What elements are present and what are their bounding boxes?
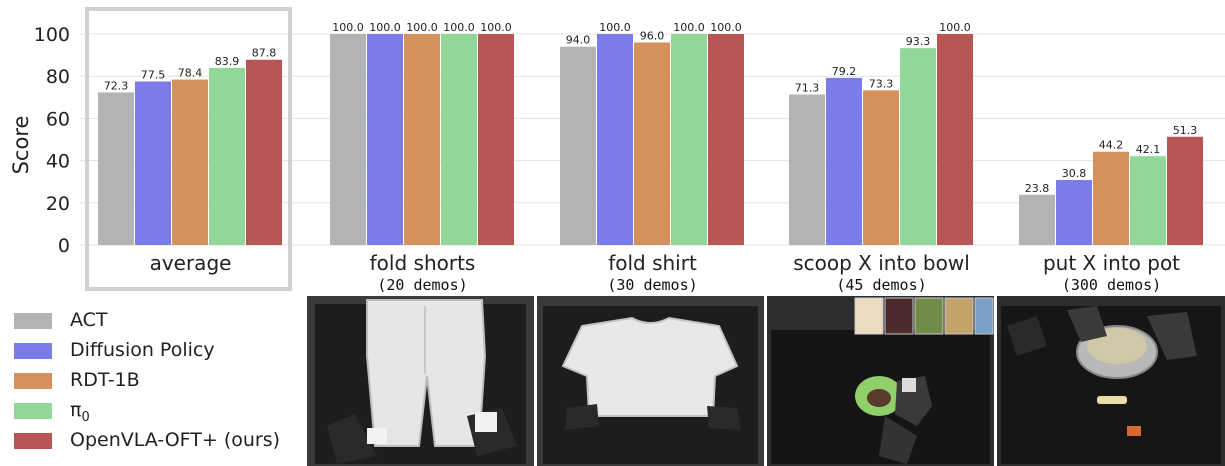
bar — [826, 77, 862, 245]
legend-label-pi0-symbol: π — [70, 399, 82, 421]
bar-value-label: 73.3 — [869, 77, 894, 90]
bar — [209, 67, 245, 245]
bar-value-label: 51.3 — [1173, 124, 1198, 137]
bar — [172, 79, 208, 246]
bar-value-label: 23.8 — [1025, 182, 1050, 195]
x-tick-label: scoop X into bowl — [793, 251, 970, 275]
photo-scoop-into-bowl — [767, 296, 994, 466]
photo-put-into-pot — [997, 296, 1225, 466]
bar-value-label: 96.0 — [640, 29, 665, 42]
legend-label-diffusion-policy: Diffusion Policy — [70, 339, 215, 361]
legend-label-openvla-oft: OpenVLA-OFT+ (ours) — [70, 429, 281, 451]
legend-swatch-diffusion-policy — [14, 343, 52, 359]
legend-swatch-openvla-oft — [14, 433, 52, 449]
bar-value-label: 100.0 — [443, 21, 475, 34]
legend-label-rdt-1b: RDT-1B — [70, 369, 140, 391]
photo-fold-shorts-image — [307, 296, 534, 466]
legend-swatch-rdt-1b — [14, 373, 52, 389]
y-tick-label: 100 — [34, 24, 70, 46]
bar — [1093, 151, 1129, 245]
bar-value-label: 94.0 — [566, 34, 591, 47]
bar-value-label: 100.0 — [406, 21, 438, 34]
bar-chart: 0 20 40 60 80 100 Score 72.3 77.5 78.4 83.9 87.8 ave… — [9, 7, 1225, 294]
y-tick-label: 0 — [58, 235, 70, 257]
bar — [478, 34, 514, 245]
x-tick-label: fold shirt — [608, 251, 697, 275]
bar-value-label: 30.8 — [1062, 167, 1087, 180]
bar-value-label: 100.0 — [939, 21, 971, 34]
bar-value-label: 72.3 — [104, 79, 129, 92]
bar-value-label: 100.0 — [599, 21, 631, 34]
bar-value-label: 44.2 — [1099, 139, 1124, 152]
y-tick-label: 40 — [46, 151, 70, 173]
bar — [441, 34, 477, 245]
bar — [1019, 194, 1055, 245]
y-tick-label: 80 — [46, 66, 70, 88]
bar — [246, 59, 282, 245]
bar-value-label: 78.4 — [178, 67, 203, 80]
y-axis-label: Score — [9, 116, 33, 175]
bar — [863, 90, 899, 245]
x-tick-label: average — [150, 251, 232, 275]
photo-fold-shirt — [537, 296, 764, 466]
bar — [1167, 136, 1203, 245]
x-tick-label: put X into pot — [1043, 251, 1180, 275]
bar — [708, 34, 744, 245]
bar — [671, 34, 707, 245]
y-tick-label: 60 — [46, 108, 70, 130]
bar — [135, 81, 171, 245]
bar-value-label: 87.8 — [252, 47, 277, 60]
legend-label-act: ACT — [70, 309, 108, 331]
bar-value-label: 77.5 — [141, 68, 166, 81]
x-tick-sublabel: (30 demos) — [607, 276, 697, 294]
legend-swatch-act — [14, 313, 52, 329]
photo-put-into-pot-image — [997, 296, 1225, 466]
photo-fold-shirt-image — [537, 296, 764, 466]
bar-value-label: 100.0 — [673, 21, 705, 34]
bar-value-label: 100.0 — [710, 21, 742, 34]
bar-value-label: 93.3 — [906, 35, 931, 48]
highlight-box — [85, 7, 292, 291]
bar-value-label: 71.3 — [795, 82, 820, 95]
legend-label-pi0: π0 — [70, 399, 90, 425]
bar — [1056, 180, 1092, 245]
x-tick-sublabel: (45 demos) — [836, 276, 926, 294]
legend-swatch-pi0 — [14, 403, 52, 419]
bar — [330, 34, 366, 245]
bar-value-label: 100.0 — [332, 21, 364, 34]
bar — [98, 92, 134, 246]
photo-scoop-into-bowl-image — [767, 296, 994, 466]
x-tick-label: fold shorts — [370, 251, 476, 275]
bar-value-label: 83.9 — [215, 55, 240, 68]
bar — [597, 34, 633, 245]
bar-value-label: 100.0 — [369, 21, 401, 34]
bar — [1130, 156, 1166, 245]
x-tick-sublabel: (300 demos) — [1062, 276, 1161, 294]
bar-value-label: 100.0 — [480, 21, 512, 34]
bar — [404, 34, 440, 245]
bar — [560, 46, 596, 245]
bar — [937, 34, 973, 245]
bar — [634, 42, 670, 245]
y-tick-label: 20 — [46, 193, 70, 215]
legend-label-pi0-subscript: 0 — [81, 409, 90, 425]
bar-value-label: 42.1 — [1136, 143, 1161, 156]
bar — [367, 34, 403, 245]
bar-value-label: 79.2 — [832, 65, 857, 78]
bar — [789, 94, 825, 245]
x-tick-sublabel: (20 demos) — [377, 276, 467, 294]
photo-fold-shorts — [307, 296, 534, 466]
bar — [900, 48, 936, 246]
